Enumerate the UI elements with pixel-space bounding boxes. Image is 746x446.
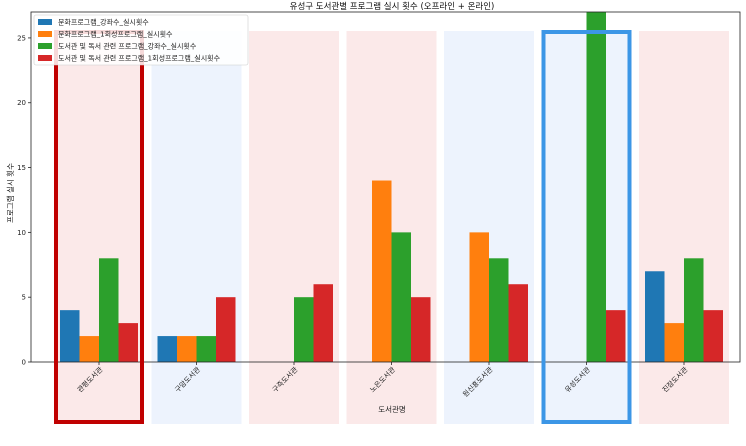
y-tick-labels: 0 5 10 15 20 25	[17, 34, 26, 366]
legend-swatch	[38, 19, 52, 25]
y-tick-label: 10	[17, 229, 26, 237]
bar	[391, 232, 411, 362]
bar	[196, 336, 216, 362]
bar	[606, 310, 626, 362]
bar	[469, 232, 489, 362]
bar	[703, 310, 723, 362]
plot-frame	[30, 11, 741, 363]
background-band	[444, 31, 534, 424]
background-band	[639, 31, 729, 424]
y-axis-label: 프로그램 실시 횟수	[5, 163, 15, 223]
bar	[216, 297, 236, 362]
y-tick-label: 20	[17, 99, 26, 107]
legend-swatch	[38, 55, 52, 61]
y-tick-label: 15	[17, 164, 26, 172]
bar	[157, 336, 177, 362]
background-band	[151, 31, 242, 424]
legend-swatch	[38, 31, 52, 37]
highlight-boxes	[54, 30, 632, 424]
bars	[60, 12, 723, 362]
bar	[99, 258, 119, 362]
bar	[79, 336, 99, 362]
background-band	[54, 31, 144, 424]
bar	[177, 336, 197, 362]
bar	[60, 310, 80, 362]
y-tick-label: 5	[22, 294, 26, 302]
legend-box	[33, 14, 249, 66]
bar	[508, 284, 528, 362]
background-band	[249, 31, 339, 424]
axes	[28, 11, 741, 365]
legend-label: 도서관 및 독서 관련 프로그램_1회성프로그램_실시횟수	[58, 54, 221, 63]
highlight-box	[541, 30, 632, 424]
x-axis-label: 도서관명	[378, 404, 406, 414]
bar	[372, 180, 392, 362]
bar	[586, 12, 606, 362]
bar	[118, 323, 138, 362]
y-tick-label: 0	[22, 359, 26, 367]
legend-label: 문화프로그램_1회성프로그램_실시횟수	[58, 30, 173, 39]
legend-label: 도서관 및 독서 관련 프로그램_강좌수_실시횟수	[58, 42, 197, 51]
bar	[294, 297, 314, 362]
legend-swatch	[38, 43, 52, 49]
bar	[664, 323, 684, 362]
bar	[411, 297, 431, 362]
legend-label: 문화프로그램_강좌수_실시횟수	[58, 18, 149, 27]
bar	[684, 258, 704, 362]
chart-title: 유성구 도서관별 프로그램 실시 횟수 (오프라인 + 온라인)	[290, 1, 495, 12]
y-tick-label: 25	[17, 34, 26, 42]
bar	[489, 258, 509, 362]
bar	[313, 284, 333, 362]
bar	[645, 271, 665, 362]
